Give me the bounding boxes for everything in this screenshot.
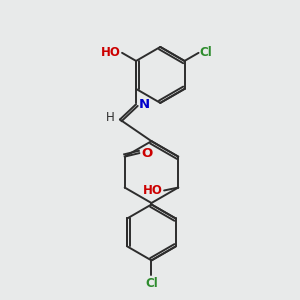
Text: HO: HO [143,184,163,197]
Text: Cl: Cl [145,278,158,290]
Text: HO: HO [101,46,121,59]
Text: N: N [138,98,150,111]
Text: H: H [106,111,115,124]
Text: Cl: Cl [200,46,212,59]
Text: O: O [141,147,152,160]
